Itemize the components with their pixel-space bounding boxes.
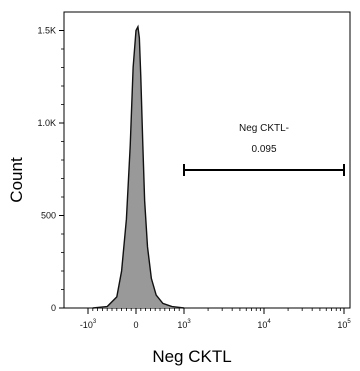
x-axis: -103 0 103 104 105 (80, 308, 351, 330)
histogram-fill (92, 26, 184, 309)
x-tick-label-2: 103 (177, 319, 191, 330)
x-tick-label-4: 105 (337, 319, 351, 330)
y-axis: 0 500 1.0K 1.5K (37, 26, 64, 313)
y-tick-label-2: 1.0K (37, 118, 56, 128)
y-tick-label-3: 1.5K (37, 26, 56, 36)
gate-value-label: 0.095 (251, 144, 276, 155)
plot-frame (63, 11, 351, 309)
x-tick-label-0: -103 (80, 319, 97, 330)
y-tick-label-1: 500 (41, 211, 56, 221)
y-tick-label-0: 0 (51, 303, 56, 313)
x-tick-label-3: 104 (257, 319, 271, 330)
histogram-outline (92, 24, 185, 309)
gate[interactable]: Neg CKTL- 0.095 (183, 123, 345, 176)
x-axis-title: Neg CKTL (152, 347, 231, 366)
y-axis-title: Count (7, 157, 26, 203)
x-tick-label-1: 0 (133, 320, 138, 330)
plot-area (63, 11, 351, 309)
gate-name-label: Neg CKTL- (239, 123, 289, 134)
